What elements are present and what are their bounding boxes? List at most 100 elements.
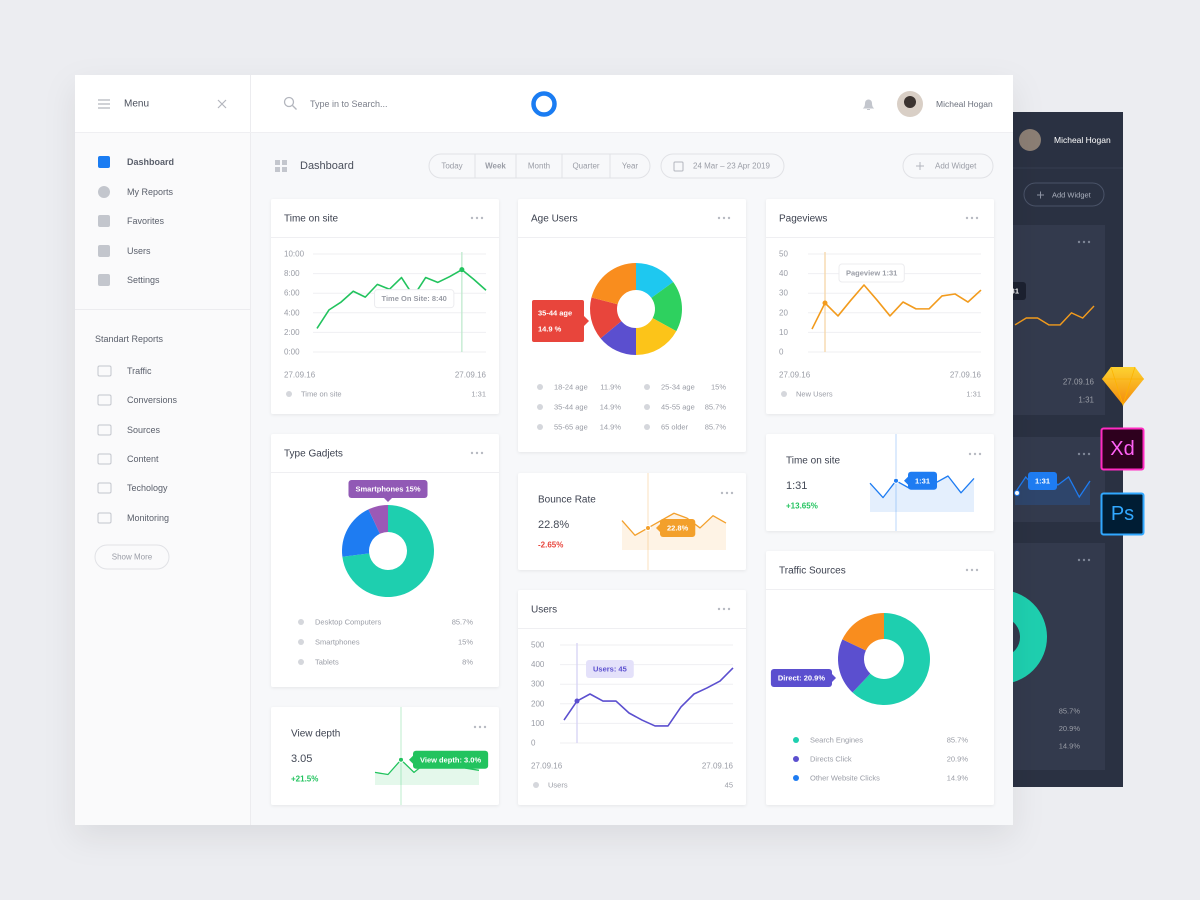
donut-slice [651, 281, 682, 332]
legend-label: 65 older [661, 423, 689, 432]
range-tab[interactable]: Year [622, 162, 639, 171]
report-label: Monitoring [127, 513, 169, 523]
topbar [75, 75, 1013, 132]
legend-value: 1:31 [966, 390, 981, 399]
more-menu[interactable] [470, 451, 484, 455]
range-tab[interactable]: Today [441, 162, 462, 171]
tooltip-text: 22.8% [667, 523, 689, 532]
legend-dot [644, 384, 650, 390]
menu-item[interactable]: Dashboard [98, 156, 174, 168]
avatar [1019, 129, 1041, 151]
widget-card: Users 0 100 200 300 400 500 Users: 45 27.09.16 27… [518, 590, 746, 805]
card-bg [518, 590, 746, 805]
legend-label: Smartphones [315, 638, 360, 647]
legend-name: Time on site [301, 390, 342, 399]
legend-dot [644, 424, 650, 430]
x-tick-label: 27.09.16 [950, 371, 982, 380]
menu-item[interactable]: Favorites [98, 215, 165, 227]
card-bg [518, 199, 746, 452]
tooltip [770, 669, 832, 687]
legend-label: Search Engines [810, 736, 863, 745]
range-tab[interactable]: Month [528, 162, 550, 171]
user-name: Micheal Hogan [936, 99, 993, 109]
show-more-button[interactable] [94, 544, 170, 570]
card-title: Time on site [284, 214, 339, 225]
header: Type in to Search... Micheal Hogan [283, 91, 993, 117]
donut-slice [636, 318, 677, 355]
range-tab[interactable]: Quarter [572, 162, 599, 171]
add-widget-button[interactable] [902, 153, 994, 179]
more-menu[interactable] [470, 216, 484, 220]
widget-card: Pageviews 0 10 20 30 40 50 Pageview 1:31 27.09.1… [766, 199, 994, 414]
report-item[interactable]: Sources [97, 424, 161, 436]
report-item[interactable]: Techology [97, 482, 168, 494]
donut-slice [852, 613, 931, 705]
menu-item[interactable]: Settings [98, 274, 160, 286]
more-menu[interactable] [968, 452, 982, 456]
bell-icon[interactable] [862, 99, 875, 110]
tooltip-text: Pageview 1:31 [846, 269, 897, 278]
x-tick-label: 27.09.16 [284, 371, 316, 380]
report-item[interactable]: Conversions [97, 394, 178, 406]
more-menu[interactable] [720, 491, 734, 495]
x-tick-label: 27.09.16 [702, 762, 734, 771]
add-widget-label: Add Widget [935, 162, 977, 171]
legend-name: New Users [796, 390, 833, 399]
card-title: Traffic Sources [779, 566, 846, 577]
widget-card: Type Gadjets Smartphones 15% Desktop Compu… [271, 434, 499, 687]
more-menu[interactable] [965, 568, 979, 572]
legend-dot [298, 619, 304, 625]
menu-dot [1087, 240, 1091, 244]
legend-value: 14.9% [947, 774, 969, 783]
more-menu[interactable] [473, 725, 487, 729]
legend-dot [781, 391, 787, 397]
report-label: Content [127, 454, 159, 464]
dashboard-icon [275, 167, 280, 172]
y-tick-label: 30 [779, 289, 788, 298]
donut-slice [842, 613, 884, 651]
menu-dot [965, 568, 969, 572]
report-label: Techology [127, 483, 168, 493]
widget-card: Age Users 35-44 age 14.9 % 18-24 age 11.9% 25… [518, 199, 746, 452]
menu-dot [725, 491, 729, 495]
menu-label: Settings [127, 275, 160, 285]
tooltip-pointer [584, 316, 589, 326]
more-menu[interactable] [1077, 452, 1091, 456]
legend-label: 35-44 age [554, 403, 588, 412]
report-item[interactable]: Monitoring [97, 512, 169, 524]
more-menu[interactable] [965, 216, 979, 220]
menu-dot [965, 216, 969, 220]
legend-value: 15% [711, 383, 726, 392]
menu-item[interactable]: My Reports [98, 186, 174, 198]
page-title: Dashboard [300, 160, 354, 172]
menu-dot [717, 607, 721, 611]
ps-icon [1100, 492, 1145, 536]
highlight-point [1014, 490, 1020, 496]
report-item[interactable]: Traffic [97, 365, 152, 377]
hamburger-icon[interactable] [98, 99, 110, 109]
menu-item[interactable]: Users [98, 245, 151, 257]
close-icon[interactable] [217, 99, 227, 109]
add-widget-button[interactable] [1023, 182, 1105, 207]
more-menu[interactable] [717, 216, 731, 220]
menu-label: Users [127, 246, 151, 256]
y-tick-label: 8:00 [284, 269, 300, 278]
report-item[interactable]: Content [97, 453, 159, 465]
more-menu[interactable] [1077, 240, 1091, 244]
more-menu[interactable] [717, 607, 731, 611]
more-menu[interactable] [1077, 558, 1091, 562]
date-picker[interactable] [660, 153, 785, 179]
widget-card: View depth 3.05 +21.5% View depth: 3.0% [271, 707, 499, 805]
date-range: 24 Mar – 23 Apr 2019 [693, 162, 770, 171]
range-tab[interactable]: Week [485, 162, 506, 171]
tooltip-pointer [904, 476, 908, 485]
legend-label: Desktop Computers [315, 618, 382, 627]
search-input[interactable]: Type in to Search... [310, 99, 388, 109]
legend-dot [298, 639, 304, 645]
menu-dot [475, 451, 479, 455]
y-tick-label: 10:00 [284, 250, 305, 259]
data-line [811, 284, 982, 330]
dashboard-icon [282, 167, 287, 172]
legend-name: Users [548, 781, 568, 790]
plus-icon [1037, 191, 1044, 199]
